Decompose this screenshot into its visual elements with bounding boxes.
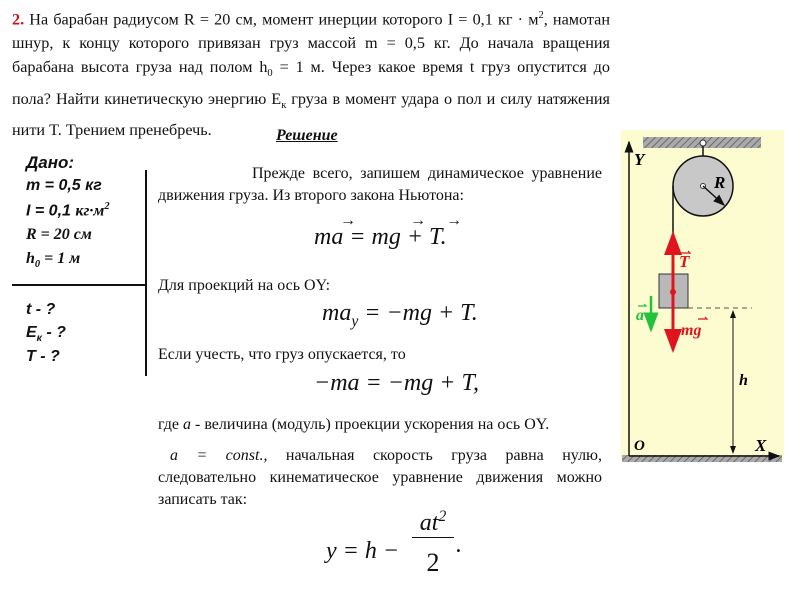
vector-arrows: → → → [340, 212, 462, 229]
given-divider [12, 284, 146, 286]
equation-sign: −ma = −mg + T, [314, 370, 480, 396]
gravity-label: mg [681, 322, 701, 339]
given-inertia: I = 0,1 кг·м2 [26, 201, 110, 220]
given-header: Дано: [26, 153, 75, 172]
equation-newton: ma = mg + T. [314, 224, 447, 250]
solution-title: Решение [276, 127, 338, 144]
unknown-energy: Eк - ? [26, 324, 66, 345]
solution-paragraph-4: где a - величина (модуль) проекции ускор… [158, 416, 550, 433]
origin-label: O [634, 438, 645, 454]
floor [622, 455, 782, 462]
solution-paragraph-3: Если учесть, что груз опускается, то [158, 346, 406, 363]
equation-projection: may = −mg + T. [322, 300, 478, 330]
equation-denominator: 2 [426, 548, 440, 577]
radius-arrow [702, 185, 726, 207]
solution-paragraph-5: a = const., начальная скорость груза рав… [158, 447, 602, 508]
equation-kinematic: y = h − [326, 538, 400, 564]
given-mass: m = 0,5 кг [26, 177, 102, 194]
given-radius: R = 20 см [26, 226, 92, 243]
tension-label: T [679, 252, 690, 271]
problem-statement: 2. На барабан радиусом R = 20 см, момент… [12, 10, 611, 139]
height-label: h [739, 372, 748, 389]
unknown-tension: T - ? [26, 348, 60, 365]
solution-paragraph-2: Для проекций на ось OY: [158, 277, 331, 294]
given-vertical-divider [145, 170, 147, 376]
equation-period: . [456, 532, 462, 558]
x-axis-label: X [754, 436, 767, 455]
unknown-time: t - ? [26, 301, 56, 318]
y-axis-label: Y [634, 150, 646, 169]
equation-numerator: at2 [412, 508, 454, 538]
radius-label: R [713, 173, 725, 192]
given-height: h0 = 1 м [26, 250, 81, 271]
acceleration-label: a [636, 307, 644, 324]
solution-paragraph-1: Прежде всего, запишем динамическое уравн… [158, 165, 602, 204]
problem-number: 2. [12, 10, 25, 29]
